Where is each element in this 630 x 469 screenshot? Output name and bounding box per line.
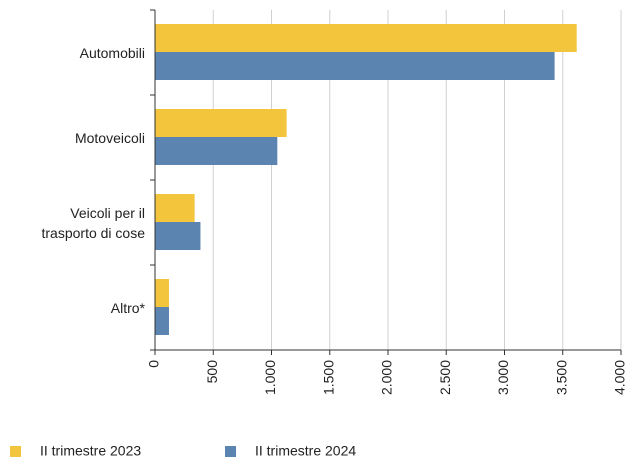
x-tick-label: 4.000 xyxy=(612,360,628,395)
x-tick-label: 0 xyxy=(146,360,162,368)
category-label: Automobili xyxy=(79,44,145,61)
bar xyxy=(155,222,201,250)
x-tick-label: 2.500 xyxy=(437,360,453,395)
bar xyxy=(155,307,169,335)
x-tick-label: 500 xyxy=(204,360,220,384)
bar xyxy=(155,194,195,222)
legend-label: II trimestre 2024 xyxy=(255,443,356,459)
bar xyxy=(155,52,555,80)
category-label: Veicoli per il trasporto di cose xyxy=(41,204,146,241)
x-tick-label: 1.500 xyxy=(320,360,336,395)
bar xyxy=(155,24,577,52)
x-tick-label: 1.000 xyxy=(262,360,278,395)
bar xyxy=(155,109,287,137)
x-tick-label: 3.500 xyxy=(553,360,569,395)
legend-swatch xyxy=(225,446,236,457)
category-label: Motoveicoli xyxy=(74,129,145,146)
x-tick-label: 2.000 xyxy=(379,360,395,395)
legend-label: II trimestre 2023 xyxy=(40,443,141,459)
legend-swatch xyxy=(10,446,21,457)
bar xyxy=(155,137,278,165)
bar xyxy=(155,279,169,307)
x-tick-label: 3.000 xyxy=(495,360,511,395)
category-label: Altro* xyxy=(110,299,145,316)
